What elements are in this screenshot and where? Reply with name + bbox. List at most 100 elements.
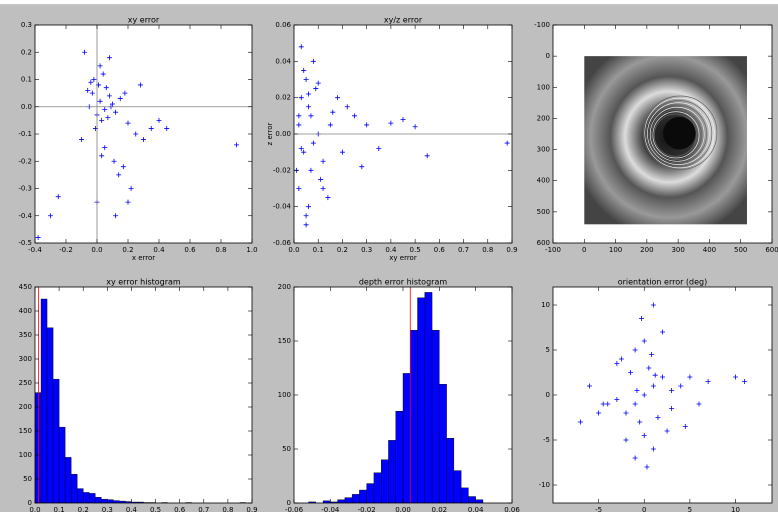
y-tick-label: 0.3 — [21, 21, 32, 29]
x-tick-label: 5 — [688, 506, 692, 512]
bar — [468, 497, 475, 503]
subplot-title: xy error histogram — [106, 278, 181, 287]
y-tick-label: 300 — [537, 146, 550, 154]
bar — [418, 298, 425, 503]
x-tick-label: 0.1 — [54, 506, 65, 512]
x-tick-label: 0.8 — [482, 246, 493, 254]
bar — [374, 473, 381, 503]
x-tick-label: 0.00 — [395, 506, 411, 512]
y-tick-label: 50 — [282, 445, 291, 453]
bar — [476, 500, 483, 503]
y-tick-label: -100 — [534, 21, 550, 29]
plot-area — [584, 56, 747, 224]
bar — [410, 330, 417, 503]
bar — [47, 328, 53, 503]
bar — [41, 299, 47, 503]
x-tick-label: 0.4 — [153, 246, 165, 254]
x-tick-label: 0.4 — [385, 246, 397, 254]
x-tick-label: 0.0 — [91, 246, 102, 254]
bar — [101, 499, 107, 503]
bar — [352, 494, 359, 503]
bar — [35, 393, 41, 503]
x-tick-label: 0.8 — [222, 506, 233, 512]
y-tick-label: -0.06 — [273, 239, 292, 247]
subplot-title: depth error histogram — [359, 278, 448, 287]
axes-background — [35, 25, 252, 243]
y-tick-label: 10 — [541, 301, 550, 309]
bar — [447, 438, 454, 503]
x-tick-label: 400 — [703, 246, 716, 254]
x-tick-label: 0.3 — [361, 246, 372, 254]
x-tick-label: -0.02 — [358, 506, 376, 512]
page: -0.4-0.20.00.20.40.60.81.0-0.5-0.4-0.3-0… — [0, 0, 778, 512]
bar — [425, 292, 432, 503]
x-tick-label: 0.9 — [246, 506, 257, 512]
bar — [107, 500, 113, 503]
bar — [345, 498, 352, 503]
y-tick-label: 0.04 — [275, 57, 291, 65]
y-tick-label: 500 — [537, 208, 550, 216]
y-tick-label: 600 — [537, 239, 550, 247]
x-tick-label: 0.6 — [174, 506, 186, 512]
x-tick-label: 0.2 — [122, 246, 133, 254]
bar — [83, 492, 89, 503]
x-tick-label: 600 — [765, 246, 778, 254]
y-tick-label: 0 — [546, 52, 550, 60]
y-tick-label: -10 — [539, 481, 550, 489]
x-tick-label: -0.4 — [28, 246, 42, 254]
x-tick-label: -5 — [595, 506, 602, 512]
y-axis-label: z error — [266, 122, 274, 145]
y-tick-label: -0.4 — [18, 212, 32, 220]
y-tick-label: -0.5 — [18, 239, 32, 247]
x-tick-label: 0.02 — [432, 506, 448, 512]
y-tick-label: -0.1 — [18, 130, 32, 138]
y-tick-label: -0.2 — [18, 157, 32, 165]
y-tick-label: 150 — [19, 427, 32, 435]
y-tick-label: 0.0 — [21, 103, 32, 111]
y-tick-label: 100 — [19, 451, 32, 459]
bar — [454, 471, 461, 503]
x-tick-label: -0.2 — [59, 246, 73, 254]
bar — [439, 384, 446, 503]
x-tick-label: 0.7 — [198, 506, 209, 512]
subplot: 0.00.10.20.30.40.50.60.70.80.90501001502… — [19, 278, 258, 512]
x-tick-label: 0.6 — [434, 246, 446, 254]
subplot-title: orientation error (deg) — [618, 278, 708, 287]
y-tick-label: 450 — [19, 283, 32, 291]
y-tick-label: 200 — [278, 283, 291, 291]
x-tick-label: -100 — [545, 246, 561, 254]
y-tick-label: 0.00 — [275, 130, 291, 138]
y-tick-label: 300 — [19, 355, 32, 363]
x-tick-label: 10 — [731, 506, 740, 512]
axes-background — [553, 287, 772, 503]
y-tick-label: -0.04 — [273, 203, 292, 211]
image-hole — [663, 117, 696, 150]
y-tick-label: 100 — [278, 391, 291, 399]
x-tick-label: 0 — [582, 246, 586, 254]
subplot: -0.4-0.20.00.20.40.60.81.0-0.5-0.4-0.3-0… — [18, 16, 257, 263]
bar — [59, 427, 65, 503]
y-tick-label: 5 — [546, 346, 550, 354]
y-tick-label: 0.06 — [275, 21, 291, 29]
x-tick-label: 0.8 — [215, 246, 226, 254]
bar — [71, 474, 77, 503]
bar — [432, 330, 439, 503]
x-tick-label: 0.2 — [78, 506, 89, 512]
bar — [53, 379, 59, 503]
bar — [367, 484, 374, 503]
y-tick-label: 0.1 — [21, 76, 32, 84]
y-tick-label: 0.02 — [275, 94, 291, 102]
y-tick-label: 0 — [287, 499, 291, 507]
y-tick-label: 0.2 — [21, 48, 32, 56]
x-tick-label: 0.1 — [313, 246, 324, 254]
y-tick-label: -0.02 — [273, 166, 291, 174]
y-tick-label: 350 — [19, 331, 32, 339]
bar — [338, 500, 345, 503]
x-tick-label: 0.5 — [410, 246, 421, 254]
x-tick-label: 0.06 — [504, 506, 520, 512]
x-tick-label: 0 — [642, 506, 646, 512]
x-tick-label: 0.4 — [126, 506, 138, 512]
